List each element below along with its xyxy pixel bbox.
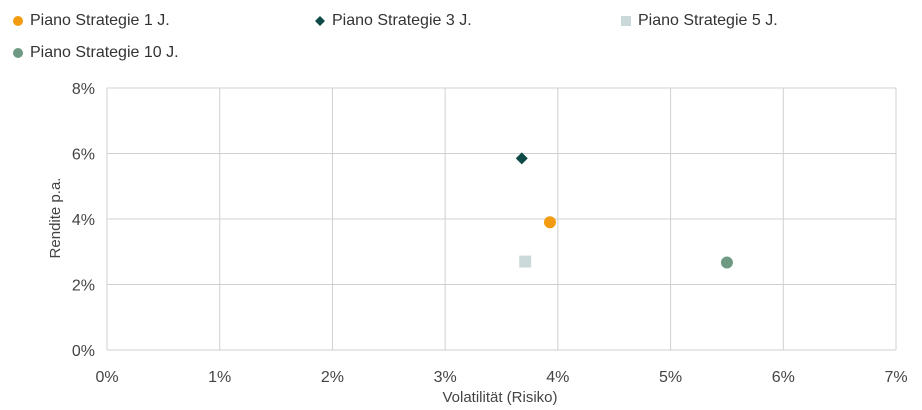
- x-tick-label: 0%: [95, 369, 118, 386]
- grid: [106, 87, 897, 351]
- y-tick-label: 2%: [72, 278, 95, 295]
- legend-marker-circle: [13, 16, 23, 26]
- y-tick-label: 4%: [72, 212, 95, 229]
- x-axis-title: Volatilität (Risiko): [442, 389, 557, 406]
- legend-marker-square: [621, 16, 631, 26]
- x-tick-label: 6%: [772, 369, 795, 386]
- data-points: [515, 152, 733, 269]
- legend-marker-diamond: [315, 16, 325, 26]
- legend-item-3j: Piano Strategie 3 J.: [314, 12, 472, 30]
- y-tick-label: 8%: [72, 81, 95, 98]
- legend-label: Piano Strategie 3 J.: [332, 12, 472, 29]
- x-tick-label: 3%: [434, 369, 457, 386]
- x-tick-label: 2%: [321, 369, 344, 386]
- y-tick-label: 0%: [72, 343, 95, 360]
- chart-legend: Piano Strategie 1 J. Piano Strategie 3 J…: [0, 0, 922, 70]
- y-tick-label: 6%: [72, 147, 95, 164]
- x-tick-label: 4%: [546, 369, 569, 386]
- x-tick-label: 5%: [659, 369, 682, 386]
- data-point-circle: [720, 256, 733, 269]
- data-point-diamond: [515, 152, 528, 165]
- data-point-square: [519, 255, 532, 268]
- legend-label: Piano Strategie 1 J.: [30, 12, 170, 29]
- legend-marker-circle: [13, 48, 23, 58]
- x-tick-label: 7%: [884, 369, 907, 386]
- axis-ticks: 0% 1% 2% 3% 4% 5% 6% 7% 0% 2% 4% 6% 8%: [72, 81, 908, 386]
- x-tick-label: 1%: [208, 369, 231, 386]
- data-point-circle: [543, 216, 556, 229]
- y-axis-title: Rendite p.a.: [47, 178, 64, 259]
- legend-item-5j: Piano Strategie 5 J.: [620, 12, 778, 30]
- legend-label: Piano Strategie 5 J.: [638, 12, 778, 29]
- legend-label: Piano Strategie 10 J.: [30, 44, 179, 61]
- legend-item-10j: Piano Strategie 10 J.: [12, 44, 179, 62]
- legend-item-1j: Piano Strategie 1 J.: [12, 12, 170, 30]
